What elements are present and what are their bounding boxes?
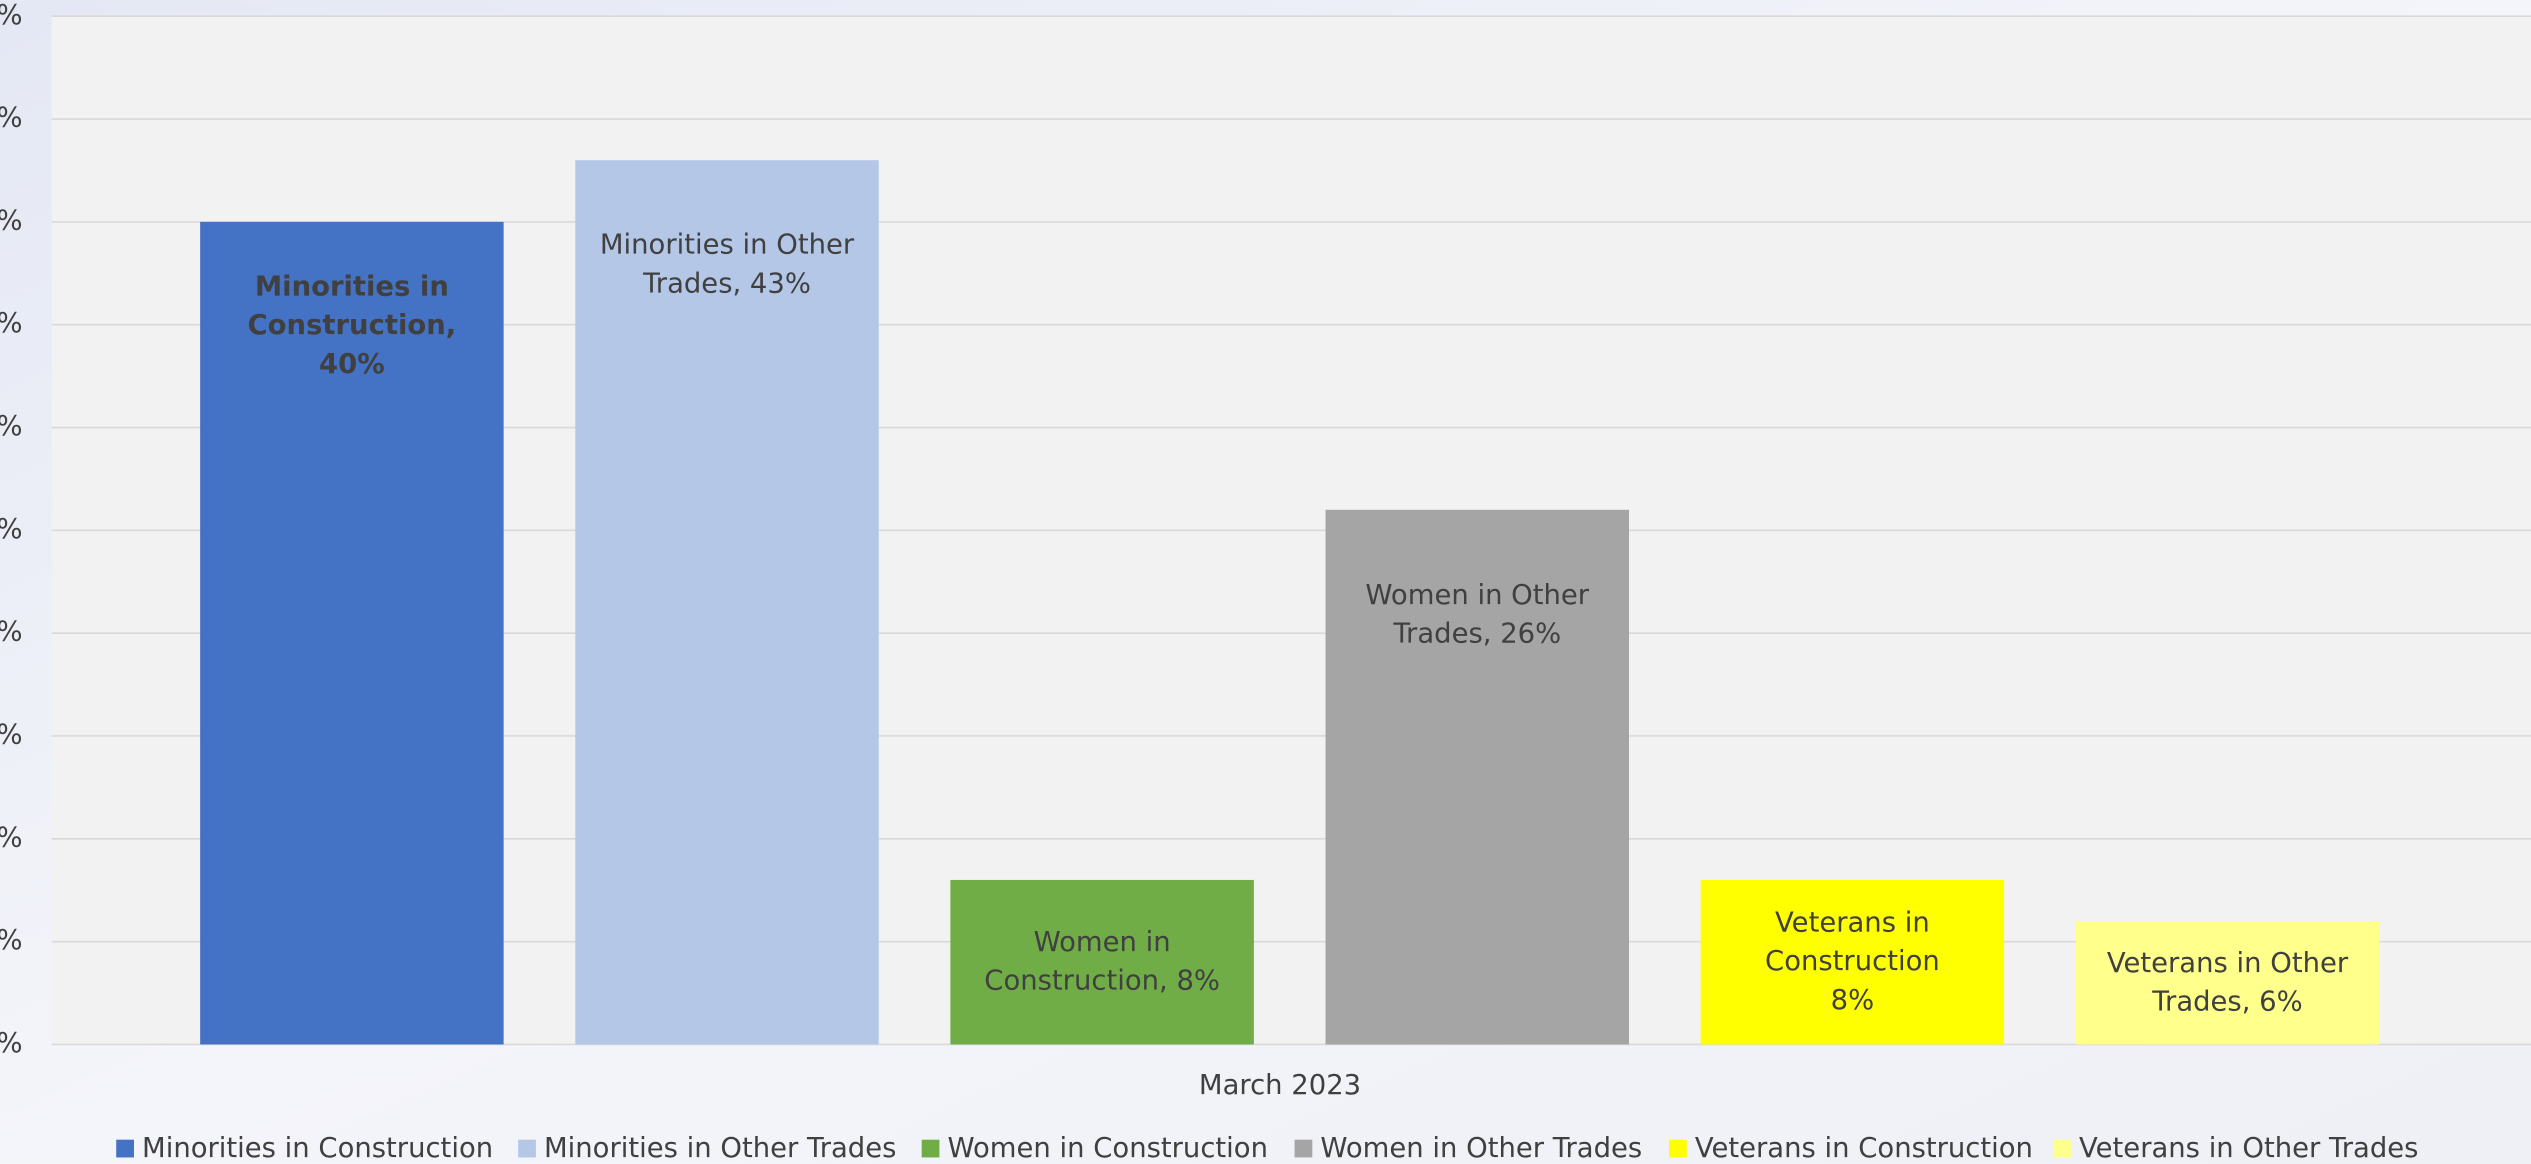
legend-swatch: [1669, 1139, 1687, 1158]
legend-label: Veterans in Other Trades: [2079, 1133, 2418, 1164]
data-label-box: Women in Other Trades, 26%: [1365, 579, 1590, 651]
data-label-box: Veterans in Other Trades, 6%: [2106, 947, 2349, 1019]
data-label: Veterans in Other Trades, 6%: [2106, 947, 2349, 1019]
data-label-box: Minorities in Other Trades, 43%: [599, 229, 855, 301]
data-label: Minorities in Construction, 40%: [247, 271, 457, 382]
bar: [1325, 509, 1630, 1045]
bar: [575, 160, 879, 1045]
y-tick-label: 5%: [0, 925, 23, 956]
data-label: Women in Other Trades, 26%: [1365, 579, 1590, 651]
y-tick-label: 35%: [0, 308, 23, 339]
legend-label: Women in Other Trades: [1320, 1133, 1642, 1164]
legend-label: Minorities in Construction: [142, 1133, 493, 1164]
data-label: Women in Construction, 8%: [984, 926, 1221, 998]
bar: [1700, 879, 2005, 1045]
data-label-box: Veterans in Construction 8%: [1765, 907, 1940, 1018]
data-label-box: Minorities in Construction, 40%: [247, 271, 457, 382]
legend-label: Veterans in Construction: [1695, 1133, 2033, 1164]
y-tick-label: 0%: [0, 1028, 23, 1059]
bar: [200, 221, 504, 1045]
legend-swatch: [1294, 1139, 1313, 1158]
legend-label: Women in Construction: [948, 1133, 1268, 1164]
bar: [2075, 921, 2380, 1045]
data-label: Veterans in Construction 8%: [1765, 907, 1940, 1018]
legend-label: Minorities in Other Trades: [544, 1133, 896, 1164]
legend-swatch: [116, 1139, 134, 1158]
legend-swatch: [921, 1139, 940, 1158]
y-tick-label: 20%: [0, 617, 23, 648]
y-tick-label: 40%: [0, 205, 23, 236]
y-tick-label: 10%: [0, 822, 23, 853]
y-tick-label: 45%: [0, 103, 23, 134]
y-tick-label: 15%: [0, 719, 23, 750]
legend-swatch: [518, 1139, 536, 1158]
legend-swatch: [2053, 1139, 2071, 1158]
x-category-label: March 2023: [1199, 1070, 1361, 1101]
bar: [950, 879, 1254, 1045]
data-label-box: Women in Construction, 8%: [984, 926, 1221, 998]
y-tick-label: 25%: [0, 514, 23, 545]
y-tick-label: 30%: [0, 411, 23, 442]
y-tick-label: 50%: [0, 0, 23, 31]
data-label: Minorities in Other Trades, 43%: [599, 229, 855, 301]
